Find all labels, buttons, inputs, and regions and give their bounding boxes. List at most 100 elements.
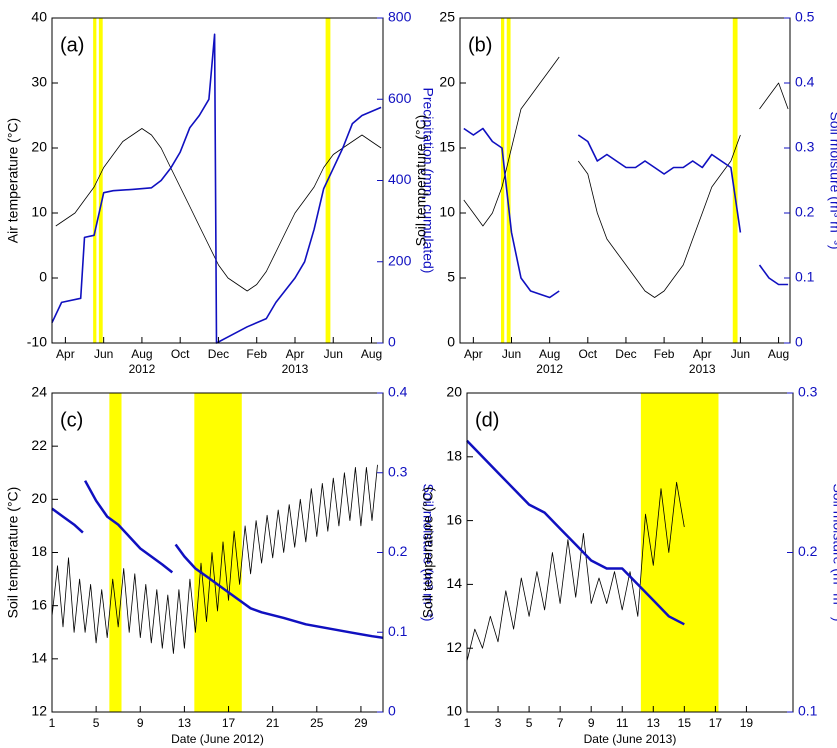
x-tick-label: 9 (137, 716, 144, 730)
y-tick-label: 16 (446, 511, 462, 527)
y-tick-label: 22 (31, 437, 47, 453)
year-label: 2013 (282, 362, 309, 376)
series-line (463, 56, 789, 298)
y-tick-label: 24 (31, 384, 47, 400)
y2-tick-label: 600 (388, 90, 412, 106)
shaded-period (506, 18, 511, 343)
x-tick-label: 25 (310, 716, 324, 730)
x-tick-label: Jun (502, 347, 521, 361)
y2-tick-label: 0 (388, 703, 396, 719)
x-tick-label: 29 (354, 716, 368, 730)
y2-tick-label: 0.1 (795, 269, 815, 285)
y2-tick-label: 0.3 (798, 384, 818, 400)
x-tick-label: Apr (693, 347, 712, 361)
x-tick-label: 5 (526, 716, 533, 730)
y-tick-label: 18 (31, 543, 47, 559)
y-axis-title: Air temperature (°C) (5, 118, 21, 243)
x-tick-label: 19 (740, 716, 754, 730)
y-tick-label: 12 (31, 703, 47, 719)
x-tick-label: 15 (678, 716, 692, 730)
x-tick-label: 13 (178, 716, 192, 730)
y2-tick-label: 0.1 (388, 623, 408, 639)
y-axis-title: Soil temperature (°C) (413, 115, 429, 247)
y2-axis-title: Soil moisture (m³ m⁻³) (830, 483, 837, 621)
x-tick-label: Aug (131, 347, 152, 361)
y-tick-label: 16 (31, 596, 47, 612)
y-tick-label: 20 (439, 74, 455, 90)
y2-tick-label: 200 (388, 252, 412, 268)
x-tick-label: Oct (171, 347, 190, 361)
x-tick-label: Aug (539, 347, 560, 361)
y-tick-label: 10 (446, 703, 462, 719)
x-tick-label: Dec (615, 347, 636, 361)
panel-label: (b) (468, 34, 492, 56)
x-tick-label: 17 (222, 716, 236, 730)
x-tick-label: Apr (56, 347, 75, 361)
panel-label: (a) (60, 34, 84, 56)
y2-tick-label: 0 (388, 334, 396, 350)
plot-frame (466, 392, 794, 713)
y2-tick-label: 0.4 (795, 74, 815, 90)
shaded-period (640, 393, 719, 712)
y-axis-title: Soil temperature (°C) (5, 487, 21, 619)
shaded-period (109, 393, 122, 712)
series-line (466, 481, 685, 662)
y-tick-label: 20 (446, 384, 462, 400)
x-tick-label: 17 (709, 716, 723, 730)
y-tick-label: 40 (31, 9, 47, 25)
y2-axis-title: Soil moisture (m³ m⁻³) (420, 483, 436, 621)
series-line (51, 480, 384, 640)
y2-axis-title: Soil moisture (m³ m⁻³) (827, 111, 837, 249)
x-tick-label: 11 (616, 716, 629, 730)
x-tick-label: Dec (208, 347, 229, 361)
series-line (466, 439, 685, 626)
y-tick-label: 0 (447, 334, 455, 350)
shaded-period (732, 18, 738, 343)
x-tick-label: Feb (246, 347, 267, 361)
x-axis-title: Date (June 2012) (171, 732, 264, 746)
x-tick-label: 21 (266, 716, 280, 730)
series-line (51, 33, 382, 344)
x-tick-label: Aug (768, 347, 789, 361)
y-tick-label: 20 (31, 490, 47, 506)
x-tick-label: 13 (647, 716, 661, 730)
y-tick-label: 18 (446, 448, 462, 464)
x-axis-title: Date (June 2013) (584, 732, 677, 746)
y2-tick-label: 0.2 (795, 204, 815, 220)
y-axis-title: Soil temperature (°C) (420, 487, 436, 619)
y-tick-label: 5 (447, 269, 455, 285)
series-line (463, 127, 789, 299)
y2-tick-label: 800 (388, 9, 412, 25)
y-tick-label: 30 (31, 74, 47, 90)
y2-tick-label: 0 (795, 334, 803, 350)
shaded-period (98, 18, 103, 343)
y-tick-label: 14 (31, 650, 47, 666)
series-line (55, 128, 382, 292)
y2-tick-label: 0.2 (798, 543, 818, 559)
y-tick-label: 14 (446, 575, 462, 591)
year-label: 2012 (536, 362, 563, 376)
y-tick-label: 15 (439, 139, 455, 155)
shaded-period (93, 18, 97, 343)
y-tick-label: 20 (31, 139, 47, 155)
x-tick-label: Oct (578, 347, 597, 361)
y2-tick-label: 400 (388, 171, 412, 187)
panel: 0 5 10 15 20 25 0 0.1 0.2 0.3 0.4 0.5 Apr Jun Aug Oct De… (413, 9, 837, 376)
x-tick-label: Jun (324, 347, 343, 361)
plot-frame (459, 17, 791, 344)
y-tick-label: 0 (39, 269, 47, 285)
y-tick-label: 12 (446, 639, 462, 655)
x-tick-label: 1 (464, 716, 471, 730)
panel-label: (c) (60, 409, 83, 431)
x-tick-label: Aug (361, 347, 382, 361)
y2-tick-label: 0.5 (795, 9, 815, 25)
shaded-period (194, 393, 242, 712)
panel: 12 14 16 18 20 22 24 0 0.1 0.2 0.3 0.4 1 5 9 13 17 21 25 29… (5, 384, 437, 746)
x-tick-label: 3 (495, 716, 502, 730)
x-tick-label: 7 (557, 716, 564, 730)
x-tick-label: 1 (49, 716, 56, 730)
year-label: 2013 (689, 362, 716, 376)
